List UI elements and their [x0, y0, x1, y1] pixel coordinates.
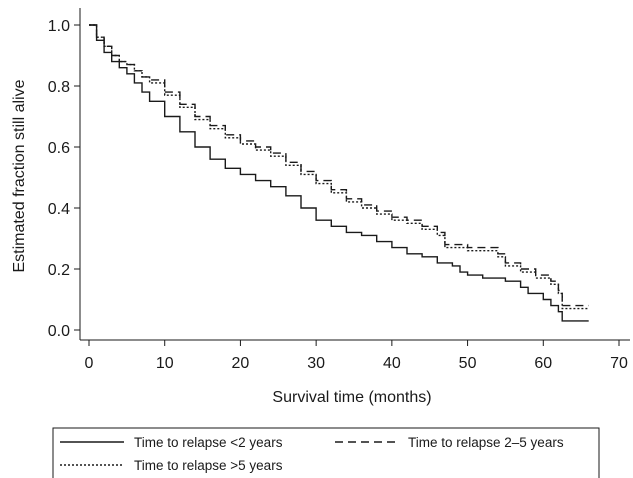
- x-tick-label: 50: [459, 355, 477, 372]
- series-lines: [89, 24, 589, 322]
- x-tick-label: 10: [156, 355, 174, 372]
- y-tick-label: 0.0: [48, 323, 70, 340]
- series-line-2: [89, 24, 589, 307]
- x-tick-label: 30: [307, 355, 325, 372]
- y-tick-label: 0.2: [48, 262, 70, 279]
- x-tick-label: 40: [383, 355, 401, 372]
- y-tick-label: 1.0: [48, 18, 70, 35]
- legend-entry-2to5: Time to relapse 2–5 years: [335, 435, 564, 450]
- legend-label-gt5: Time to relapse >5 years: [134, 458, 283, 473]
- y-axis-ticks: 0.0 0.2 0.4 0.6 0.8 1.0: [48, 18, 80, 340]
- y-tick-label: 0.6: [48, 140, 70, 157]
- x-axis-title: Survival time (months): [272, 389, 431, 406]
- legend-label-lt2: Time to relapse <2 years: [134, 435, 283, 450]
- x-axis-ticks: 0 10 20 30 40 50 60 70: [85, 340, 628, 372]
- y-tick-label: 0.4: [48, 201, 70, 218]
- y-axis-title: Estimated fraction still alive: [11, 79, 28, 272]
- x-tick-label: 70: [610, 355, 628, 372]
- series-line-1: [89, 24, 589, 322]
- x-tick-label: 20: [232, 355, 250, 372]
- x-tick-label: 60: [534, 355, 552, 372]
- legend-label-2to5: Time to relapse 2–5 years: [408, 435, 564, 450]
- series-line-3: [89, 24, 589, 310]
- legend-box: [52, 427, 600, 478]
- x-tick-label: 0: [85, 355, 94, 372]
- legend-entry-lt2: Time to relapse <2 years: [60, 435, 283, 450]
- y-tick-label: 0.8: [48, 79, 70, 96]
- legend-entry-gt5: Time to relapse >5 years: [60, 458, 283, 473]
